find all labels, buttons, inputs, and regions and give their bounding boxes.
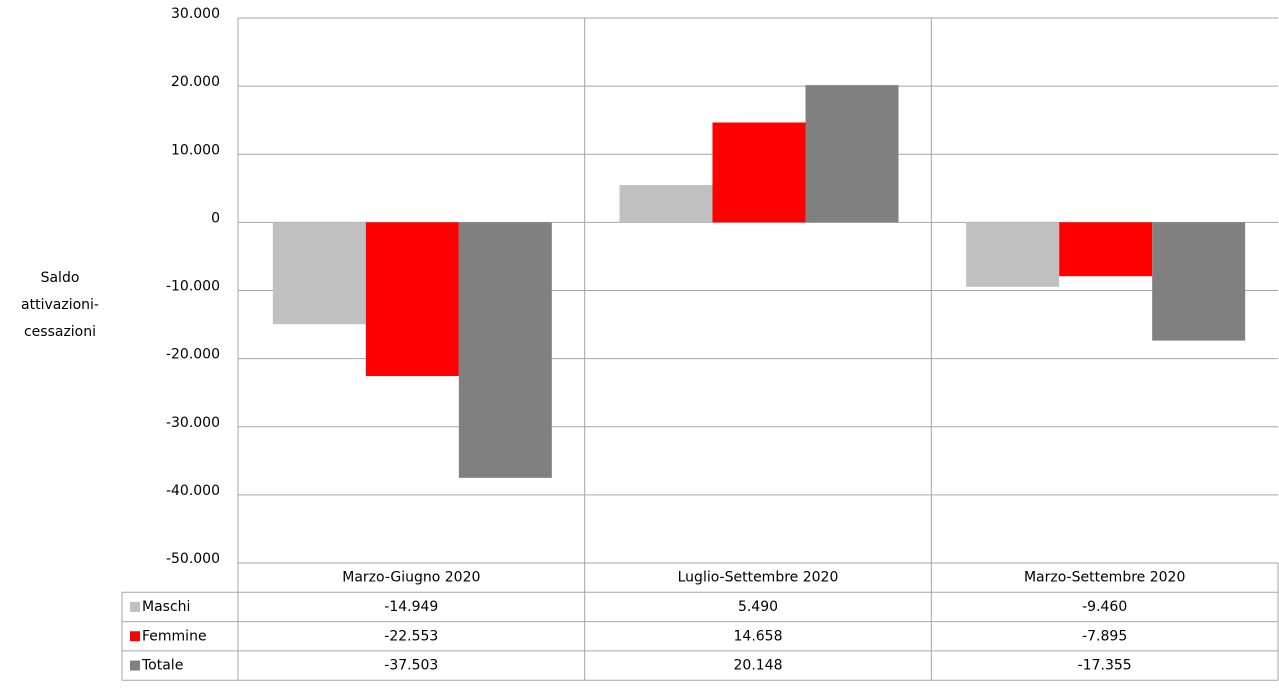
- bar: [458, 222, 552, 478]
- y-tick-label: -30.000: [166, 415, 220, 431]
- data-label: -7.895: [1082, 628, 1127, 644]
- legend-swatch: [130, 601, 140, 612]
- bar: [619, 184, 713, 223]
- y-tick-label: 30.000: [171, 6, 220, 22]
- y-tick-label: 0: [211, 210, 220, 226]
- y-tick-label: -20.000: [166, 347, 220, 363]
- bar: [1152, 222, 1246, 341]
- legend-swatch: [130, 631, 140, 642]
- bar: [966, 222, 1060, 287]
- data-label: -9.460: [1082, 599, 1127, 615]
- y-tick-label: 10.000: [171, 142, 220, 158]
- bar: [1059, 222, 1153, 277]
- bar: [365, 222, 459, 377]
- y-axis-label: attivazioni-: [21, 297, 99, 313]
- data-label: 14.658: [734, 628, 783, 644]
- legend-label: Maschi: [142, 599, 190, 615]
- y-tick-label: -50.000: [166, 551, 220, 567]
- bar: [272, 222, 366, 325]
- y-axis-label: Saldo: [41, 270, 80, 286]
- data-label: -17.355: [1078, 658, 1132, 674]
- x-tick-label: Marzo-Settembre 2020: [1024, 570, 1185, 586]
- y-tick-label: -40.000: [166, 483, 220, 499]
- data-label: 20.148: [734, 658, 783, 674]
- y-tick-label: 20.000: [171, 74, 220, 90]
- x-tick-label: Marzo-Giugno 2020: [342, 570, 480, 586]
- y-axis-label: cessazioni: [24, 324, 96, 340]
- legend-swatch: [130, 660, 140, 671]
- legend-label: Femmine: [142, 628, 207, 644]
- data-label: -22.553: [384, 628, 438, 644]
- y-tick-label: -10.000: [166, 279, 220, 295]
- data-label: -37.503: [384, 658, 438, 674]
- legend-label: Totale: [141, 658, 183, 674]
- bar: [712, 122, 806, 223]
- data-label: -14.949: [384, 599, 438, 615]
- bar: [805, 85, 899, 223]
- data-label: 5.490: [738, 599, 778, 615]
- x-tick-label: Luglio-Settembre 2020: [678, 570, 839, 586]
